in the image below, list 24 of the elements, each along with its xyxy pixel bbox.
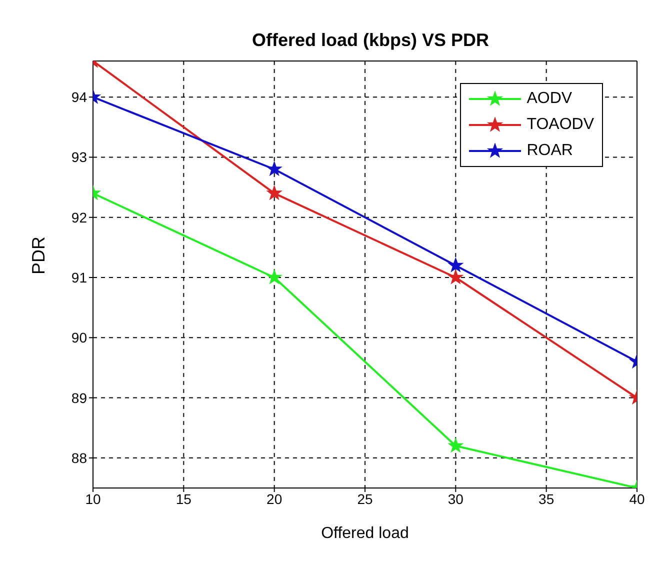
y-tick-label: 93 (71, 149, 88, 166)
legend-label: TOAODV (526, 116, 594, 134)
point (267, 270, 282, 284)
y-tick-label: 89 (71, 390, 88, 406)
y-axis-title: PDR (28, 236, 48, 274)
y-tick-label: 94 (71, 89, 88, 106)
x-tick-label: 40 (629, 490, 645, 507)
point (448, 438, 463, 452)
y-tick-label: 92 (71, 209, 88, 226)
y-tick-label: 88 (71, 450, 88, 466)
legend-label: ROAR (526, 142, 573, 160)
x-tick-label: 30 (448, 490, 464, 507)
point (448, 270, 463, 284)
x-tick-label: 20 (266, 490, 282, 507)
point (267, 186, 282, 200)
chart-title: Offered load (kbps) VS PDR (250, 30, 490, 51)
y-tick-label: 90 (71, 330, 88, 346)
x-tick-label: 10 (85, 490, 101, 507)
x-tick-label: 15 (176, 490, 192, 507)
legend-label: AODV (526, 90, 572, 108)
x-axis-title: Offered load (321, 525, 409, 542)
x-tick-label: 25 (357, 490, 373, 507)
x-tick-label: 35 (538, 490, 554, 507)
y-tick-label: 91 (71, 269, 88, 286)
